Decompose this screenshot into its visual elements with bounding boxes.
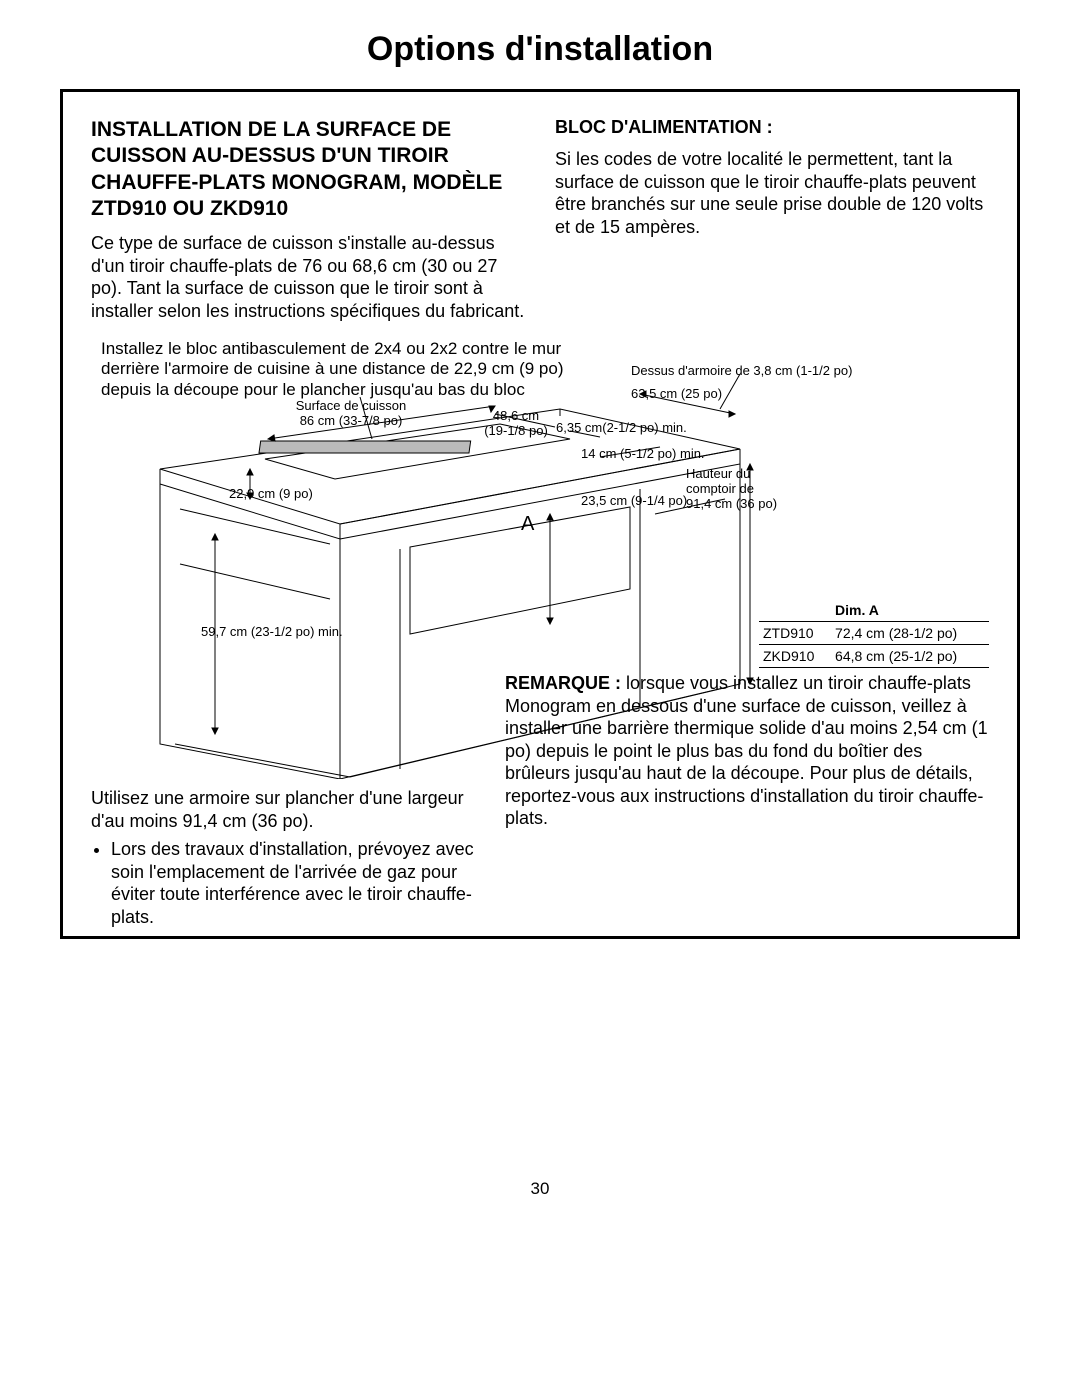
right-heading: BLOC D'ALIMENTATION : xyxy=(555,117,989,138)
page-title: Options d'installation xyxy=(60,30,1020,69)
remarque-label: REMARQUE : xyxy=(505,673,621,693)
below-left-para: Utilisez une armoire sur plancher d'une … xyxy=(91,787,491,832)
page: Options d'installation INSTALLATION DE L… xyxy=(0,0,1080,1397)
right-para: Si les codes de votre localité le permet… xyxy=(555,148,989,238)
page-number: 30 xyxy=(0,1179,1080,1199)
left-column: INSTALLATION DE LA SURFACE DE CUISSON AU… xyxy=(91,117,525,334)
left-para: Ce type de surface de cuisson s'installe… xyxy=(91,232,525,322)
bullet-list: Lors des travaux d'installation, prévoye… xyxy=(91,838,491,928)
remarque-text: lorsque vous installez un tiroir chauffe… xyxy=(505,673,988,828)
content-frame: INSTALLATION DE LA SURFACE DE CUISSON AU… xyxy=(60,89,1020,939)
remarque-para: REMARQUE : lorsque vous installez un tir… xyxy=(505,672,989,830)
left-heading: INSTALLATION DE LA SURFACE DE CUISSON AU… xyxy=(91,117,525,222)
right-column: BLOC D'ALIMENTATION : Si les codes de vo… xyxy=(555,117,989,334)
bullet-item: Lors des travaux d'installation, prévoye… xyxy=(111,838,491,928)
two-columns: INSTALLATION DE LA SURFACE DE CUISSON AU… xyxy=(91,117,989,334)
